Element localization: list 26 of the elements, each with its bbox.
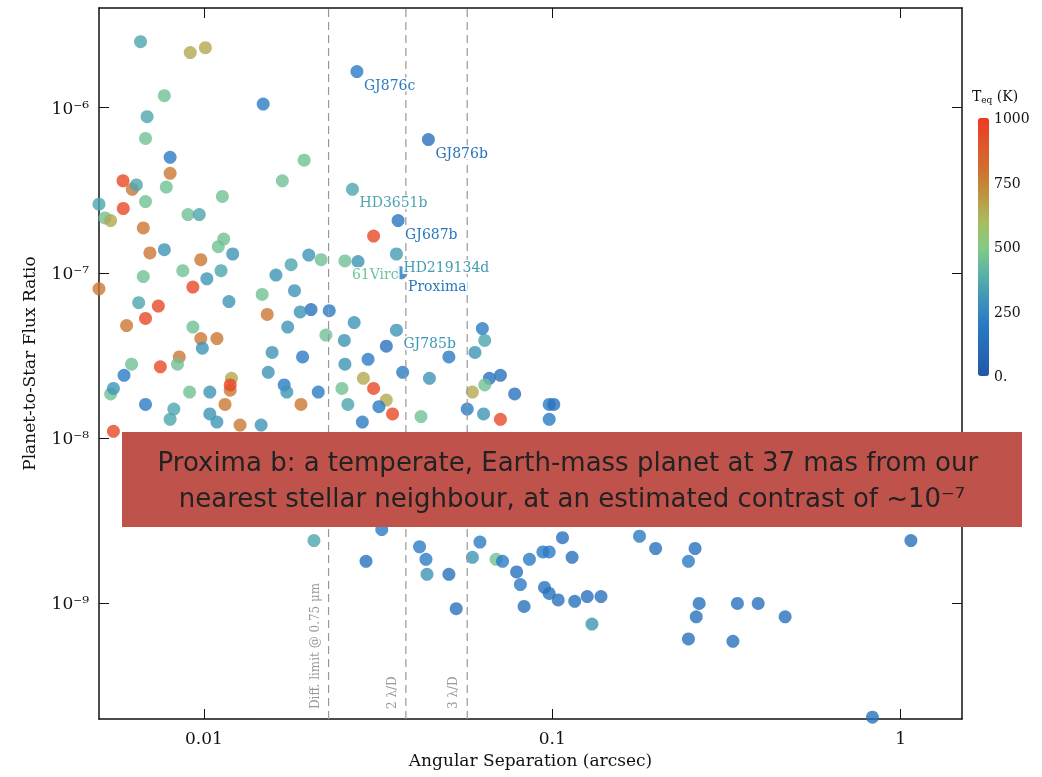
color-bar-label: 0.: [994, 368, 1008, 384]
color-bar-label: 500: [994, 239, 1021, 255]
annotation: 61Virc: [351, 265, 399, 282]
annotation: Proxima b: a temperate, Earth-mass planet at 37 mas from our nearest stellar neighbour, at an estimated contrast of ~10⁻⁷: [157, 447, 987, 513]
annotation: GJ876c: [363, 76, 416, 93]
annotation: HD3651b: [359, 194, 428, 211]
x-tick-label: 1: [895, 727, 907, 748]
y-tick-label: 10⁻⁹: [51, 593, 90, 614]
annotation: GJ687b: [405, 225, 458, 242]
color-bar-label: 1000: [994, 110, 1030, 126]
ref-line-label: Diff. limit @ 0.75 μm: [307, 582, 322, 709]
y-axis-title: Planet-to-Star Flux Ratio: [18, 256, 39, 471]
ref-line-label: 3 λ/D: [446, 676, 461, 709]
y-tick-label: 10⁻⁸: [51, 428, 90, 449]
annotation: Proxima: [408, 277, 467, 294]
annotation: GJ785b: [403, 335, 456, 352]
annotation: GJ876b: [435, 144, 488, 161]
y-tick-label: 10⁻⁷: [51, 262, 90, 283]
x-axis-title: Angular Separation (arcsec): [407, 749, 653, 770]
x-tick-label: 0.1: [538, 727, 566, 748]
color-bar-label: 250: [994, 303, 1021, 320]
ref-line-label: 2 λ/D: [384, 676, 399, 709]
color-bar-label: 750: [994, 174, 1021, 191]
x-tick-label: 0.01: [184, 727, 223, 748]
annotation: HD219134d: [403, 259, 490, 275]
y-tick-label: 10⁻⁶: [51, 97, 90, 118]
